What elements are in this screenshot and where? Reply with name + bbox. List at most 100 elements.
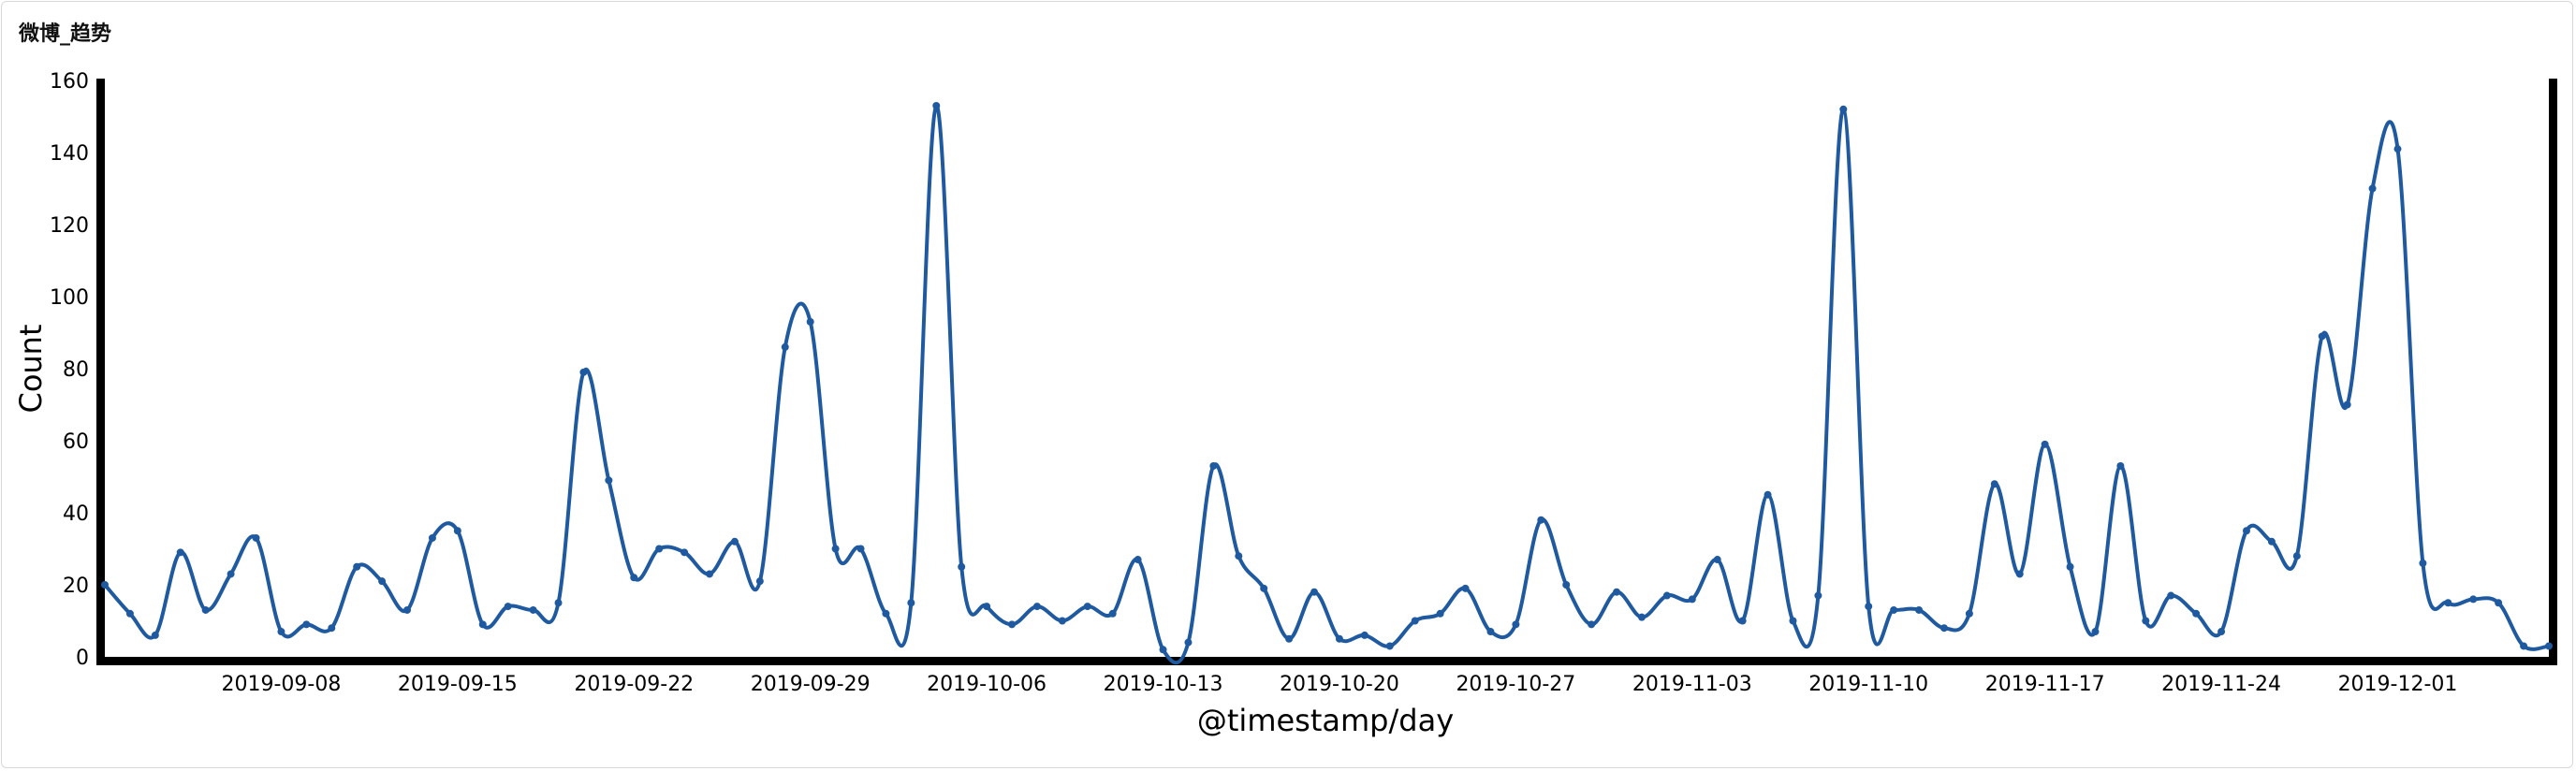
data-point	[529, 605, 537, 614]
data-point	[302, 620, 311, 629]
data-point	[1032, 603, 1041, 611]
data-point	[478, 620, 487, 629]
data-point	[1537, 516, 1545, 524]
x-tick-label: 2019-10-27	[1456, 673, 1575, 696]
y-tick-label: 40	[63, 502, 89, 526]
data-point	[2469, 595, 2478, 604]
data-point	[2267, 537, 2276, 546]
data-point	[1008, 620, 1017, 629]
data-point	[1285, 634, 1294, 643]
data-point	[2292, 552, 2301, 560]
data-point	[1486, 628, 1495, 636]
data-point	[1260, 584, 1268, 592]
data-point	[1310, 588, 1319, 596]
data-point	[1235, 552, 1243, 560]
y-tick-label: 0	[76, 647, 89, 670]
data-point	[2041, 440, 2049, 448]
data-point	[1713, 556, 1721, 564]
y-tick-label: 60	[63, 430, 89, 454]
data-point	[2242, 527, 2250, 535]
data-point	[378, 577, 387, 586]
data-point	[453, 527, 461, 535]
data-point	[353, 562, 361, 571]
series-line	[103, 103, 2551, 665]
data-point	[1789, 617, 1797, 625]
data-point	[2192, 609, 2201, 618]
data-point	[755, 577, 764, 586]
data-point	[504, 603, 512, 611]
data-point	[605, 476, 613, 485]
x-tick-label: 2019-09-22	[574, 673, 694, 696]
data-point	[328, 624, 336, 633]
data-point	[958, 562, 966, 571]
x-tick-label: 2019-11-03	[1632, 673, 1752, 696]
panel-title: 微博_趋势	[19, 22, 112, 46]
data-point	[201, 605, 210, 614]
x-tick-label: 2019-09-08	[221, 673, 341, 696]
data-point	[1184, 638, 1193, 647]
data-point	[856, 545, 865, 553]
data-point	[1385, 642, 1394, 650]
x-tick-label: 2019-10-06	[927, 673, 1046, 696]
data-point	[781, 342, 789, 351]
data-point	[2116, 461, 2125, 470]
y-tick-label: 160	[50, 70, 89, 94]
data-point	[2343, 400, 2351, 409]
data-point	[1688, 595, 1696, 604]
data-point	[2217, 628, 2226, 636]
data-point	[1134, 556, 1142, 564]
data-point	[2368, 184, 2377, 193]
data-point	[1662, 591, 1671, 600]
y-axis-line	[96, 79, 105, 665]
x-tick-label: 2019-11-17	[1985, 673, 2105, 696]
right-border-line	[2549, 79, 2557, 665]
x-axis-line	[105, 657, 2552, 665]
y-tick-label: 140	[50, 142, 89, 166]
data-point	[151, 631, 159, 639]
y-tick-labels: 0 20 40 60 80 100 120 140 160	[50, 70, 89, 670]
data-point	[681, 548, 689, 557]
data-point	[2015, 570, 2024, 578]
data-point	[2444, 599, 2452, 607]
data-point	[1360, 631, 1368, 639]
data-point	[831, 545, 840, 553]
data-point	[1738, 617, 1747, 625]
data-point	[1159, 646, 1167, 654]
data-point	[882, 609, 890, 618]
data-point	[2142, 617, 2150, 625]
x-axis-title: @timestamp/day	[1197, 703, 1454, 738]
x-tick-label: 2019-09-29	[751, 673, 871, 696]
data-point	[1588, 620, 1596, 629]
data-point	[1637, 613, 1646, 621]
data-point	[125, 609, 134, 618]
data-point	[579, 368, 588, 376]
data-point	[1512, 620, 1520, 629]
data-point	[176, 548, 184, 557]
data-point	[932, 101, 941, 109]
data-point	[2393, 145, 2402, 153]
data-point	[907, 599, 915, 607]
data-point	[428, 533, 436, 542]
data-point	[403, 605, 412, 614]
chart-axes	[96, 79, 2557, 665]
data-point	[1083, 603, 1091, 611]
data-point	[2091, 628, 2100, 636]
data-point	[252, 533, 260, 542]
data-point	[1764, 490, 1772, 499]
data-point	[277, 628, 285, 636]
x-tick-label: 2019-10-13	[1104, 673, 1223, 696]
data-point	[1411, 617, 1419, 625]
data-point	[554, 599, 563, 607]
data-point	[227, 570, 235, 578]
data-point	[2318, 332, 2326, 341]
data-point	[730, 537, 739, 546]
data-point	[706, 570, 714, 578]
data-point	[2520, 642, 2528, 650]
data-point	[655, 545, 664, 553]
data-point	[1865, 603, 1873, 611]
data-point	[1839, 105, 1848, 113]
data-point	[1436, 609, 1444, 618]
data-point	[630, 574, 638, 582]
y-tick-label: 100	[50, 286, 89, 310]
